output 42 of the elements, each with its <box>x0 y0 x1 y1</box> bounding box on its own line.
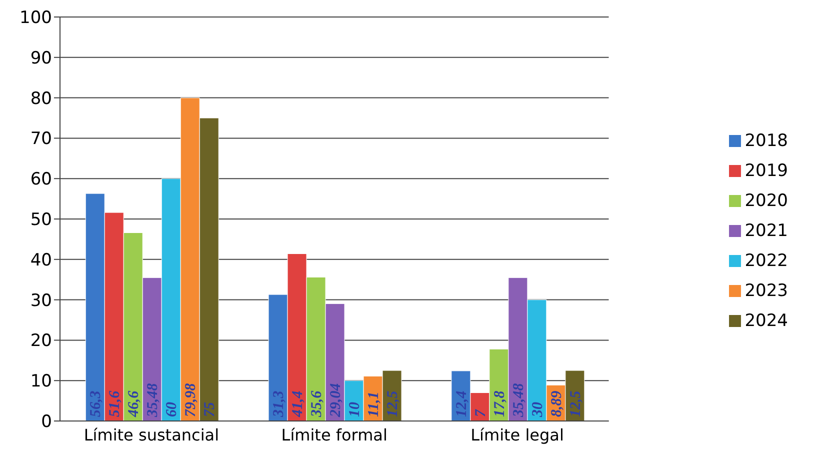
y-tick-label: 20 <box>30 331 52 352</box>
legend-label: 2024 <box>744 310 788 330</box>
data-label: 12,4 <box>454 390 470 417</box>
x-tick-label: Límite sustancial <box>84 425 220 444</box>
y-tick-label: 40 <box>30 250 52 270</box>
x-tick-label: Límite formal <box>281 425 388 444</box>
legend-label: 2018 <box>744 130 788 150</box>
data-label: 35,48 <box>145 382 162 418</box>
y-tick-label: 50 <box>30 210 52 230</box>
data-label: 12,5 <box>568 390 584 417</box>
legend-label: 2023 <box>744 280 788 300</box>
data-label: 29,04 <box>328 382 344 418</box>
y-tick-label: 100 <box>20 8 52 28</box>
data-label: 41,4 <box>290 390 306 418</box>
y-tick-label: 30 <box>30 290 52 311</box>
data-label: 51,6 <box>107 390 124 417</box>
y-tick-label: 90 <box>30 48 52 68</box>
x-tick-label: Límite legal <box>470 425 564 444</box>
legend-label: 2022 <box>744 250 788 270</box>
data-label: 46,6 <box>126 390 142 418</box>
y-tick-label: 70 <box>30 129 52 150</box>
data-label: 30 <box>530 402 546 418</box>
data-label: 8,89 <box>548 390 565 417</box>
data-label: 35,48 <box>510 382 527 418</box>
data-label: 17,8 <box>492 390 508 417</box>
data-label: 60 <box>164 402 180 417</box>
data-label: 7 <box>472 409 489 417</box>
data-label: 35,6 <box>309 390 326 418</box>
data-label: 11,1 <box>366 392 382 417</box>
y-tick-label: 10 <box>30 372 52 392</box>
data-label: 10 <box>347 402 364 417</box>
y-tick-label: 80 <box>30 88 52 109</box>
y-tick-label: 0 <box>41 412 52 432</box>
legend-label: 2019 <box>744 160 788 180</box>
legend-label: 2020 <box>744 190 788 210</box>
data-label: 56,3 <box>88 390 104 417</box>
data-label: 79,98 <box>183 382 200 417</box>
data-label: 31,3 <box>271 390 288 418</box>
data-label: 75 <box>202 402 218 417</box>
legend-label: 2021 <box>744 220 788 240</box>
data-label: 12,5 <box>385 390 402 417</box>
y-tick-label: 60 <box>30 170 52 190</box>
